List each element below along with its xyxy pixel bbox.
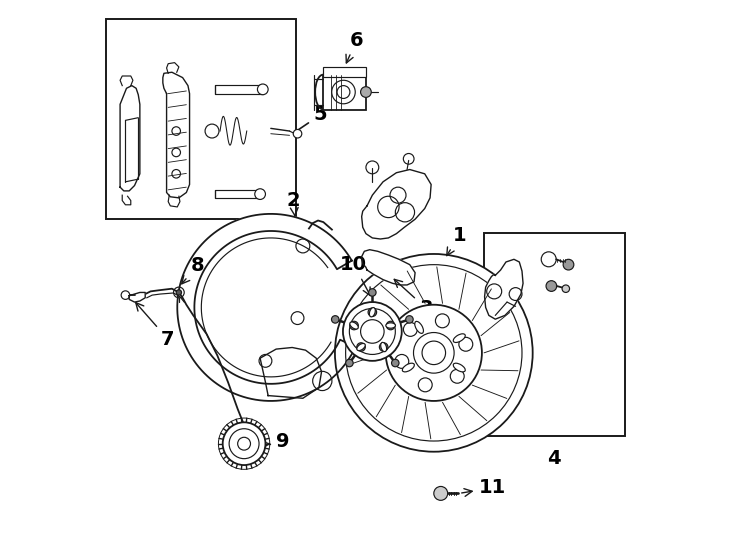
Circle shape — [350, 321, 358, 330]
Circle shape — [422, 341, 446, 365]
Text: 3: 3 — [394, 279, 433, 318]
Circle shape — [258, 84, 268, 94]
Text: 11: 11 — [462, 478, 506, 497]
Ellipse shape — [350, 322, 358, 329]
Polygon shape — [260, 348, 321, 399]
Circle shape — [368, 308, 377, 316]
Circle shape — [343, 302, 401, 361]
Circle shape — [413, 333, 454, 373]
Text: 6: 6 — [346, 31, 363, 63]
Polygon shape — [362, 249, 415, 285]
Polygon shape — [178, 214, 355, 401]
Text: 8: 8 — [182, 256, 204, 284]
Circle shape — [294, 130, 302, 138]
Text: 7: 7 — [136, 302, 175, 349]
Ellipse shape — [454, 334, 465, 342]
Ellipse shape — [357, 343, 366, 350]
Circle shape — [368, 289, 376, 296]
Bar — [323, 75, 366, 110]
Polygon shape — [484, 259, 523, 319]
Bar — [323, 67, 366, 77]
Circle shape — [379, 343, 388, 352]
Ellipse shape — [386, 323, 396, 328]
Polygon shape — [163, 72, 189, 198]
Text: 10: 10 — [341, 255, 371, 295]
Ellipse shape — [454, 363, 465, 372]
Ellipse shape — [402, 363, 415, 372]
Circle shape — [357, 343, 366, 352]
Polygon shape — [120, 86, 140, 191]
Circle shape — [346, 359, 353, 367]
Bar — [106, 19, 296, 219]
Circle shape — [360, 320, 384, 343]
Circle shape — [391, 359, 399, 367]
Polygon shape — [362, 170, 431, 239]
Text: 5: 5 — [299, 105, 327, 130]
Circle shape — [222, 422, 266, 465]
Bar — [484, 233, 625, 436]
Circle shape — [385, 305, 482, 401]
Bar — [214, 191, 260, 198]
Polygon shape — [129, 293, 145, 302]
Circle shape — [335, 254, 533, 452]
Circle shape — [406, 316, 413, 323]
Ellipse shape — [381, 342, 387, 352]
Circle shape — [332, 316, 339, 323]
Circle shape — [563, 259, 574, 270]
Text: 2: 2 — [287, 191, 300, 216]
Circle shape — [546, 281, 556, 292]
Circle shape — [562, 285, 570, 293]
Circle shape — [205, 124, 219, 138]
Ellipse shape — [415, 321, 424, 333]
Circle shape — [255, 189, 266, 199]
Text: 1: 1 — [447, 226, 466, 255]
Text: 9: 9 — [261, 433, 290, 451]
Circle shape — [434, 487, 448, 501]
Text: 4: 4 — [548, 449, 561, 468]
Circle shape — [176, 290, 181, 295]
Circle shape — [386, 321, 395, 330]
Circle shape — [360, 87, 371, 97]
Bar — [214, 85, 263, 93]
Circle shape — [238, 437, 250, 450]
Ellipse shape — [369, 308, 375, 317]
